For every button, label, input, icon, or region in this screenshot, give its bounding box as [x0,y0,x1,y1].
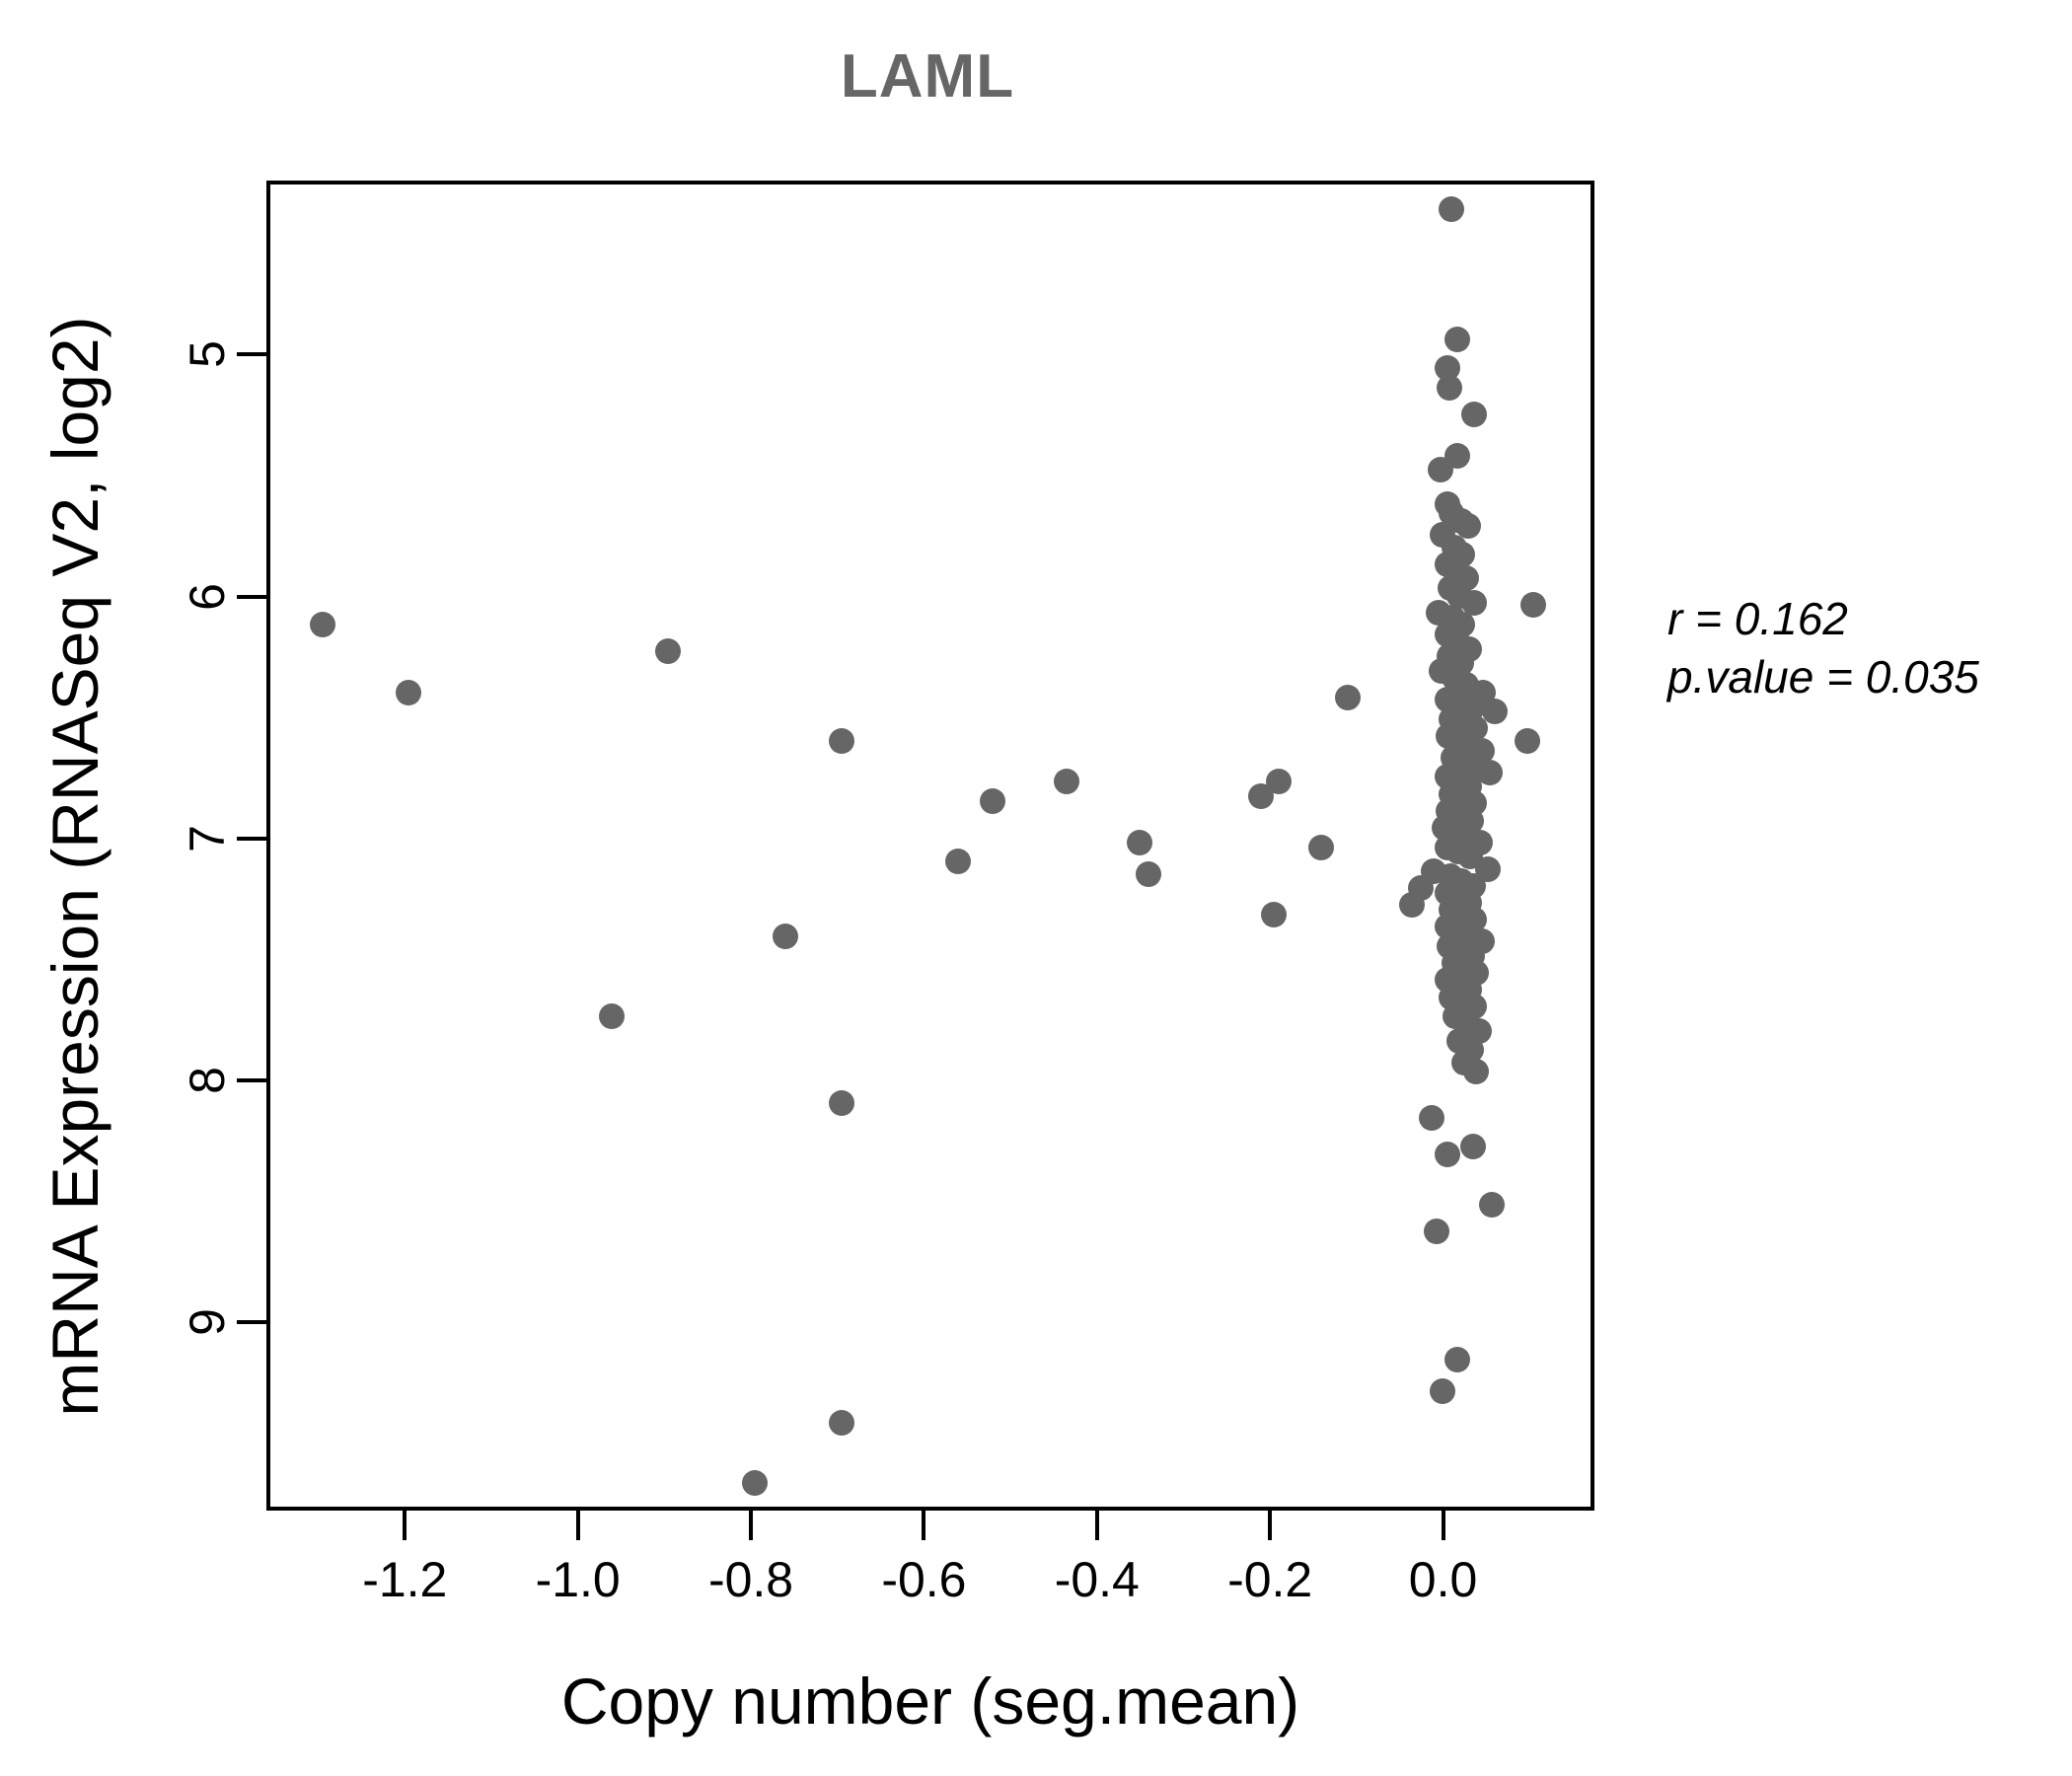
data-point [1053,769,1079,795]
data-point [828,1090,854,1117]
data-point [945,849,972,875]
data-point [980,787,1006,814]
data-point [1438,195,1464,222]
data-point [1454,512,1481,539]
data-point [742,1470,769,1497]
data-point [1265,769,1292,795]
data-point [1437,374,1463,401]
data-point [828,727,854,754]
data-point [599,1003,626,1030]
x-axis-tick-label: -1.2 [362,1552,448,1607]
y-axis-tick-label: 5 [180,340,235,369]
p-value: p.value = 0.035 [1667,650,1979,703]
x-axis-tick [1441,1511,1445,1540]
data-point [1136,860,1162,887]
data-point [1430,1378,1456,1404]
data-point [1434,1141,1460,1167]
plot-area [266,181,1594,1511]
data-point [1463,1059,1490,1085]
x-axis-tick-label: -0.2 [1227,1552,1313,1607]
y-axis-tick-label: 9 [180,1307,235,1336]
y-axis-tick [237,1077,266,1082]
x-axis-tick [575,1511,580,1540]
data-point [1481,699,1508,725]
data-point [1334,684,1361,710]
data-point [828,1409,854,1436]
data-point [1399,892,1426,919]
data-point [1460,401,1487,427]
y-axis-tick [237,352,266,357]
page-title: LAML [840,42,1015,111]
x-axis-tick-label: 0.0 [1408,1552,1478,1607]
data-point [1515,727,1541,754]
data-point [396,679,422,705]
y-axis-tick [237,836,266,841]
y-axis-label: mRNA Expression (RNASeq V2, log2) [38,316,111,1417]
x-axis-tick [922,1511,926,1540]
data-points-layer [270,185,1591,1507]
x-axis-tick [1268,1511,1273,1540]
data-point [655,638,682,665]
x-axis-tick [1094,1511,1099,1540]
x-axis-tick [403,1511,407,1540]
correlation-stats: r = 0.162 p.value = 0.035 [1667,590,1979,706]
data-point [1261,902,1288,928]
x-axis-tick-label: -0.4 [1054,1552,1140,1607]
data-point [1460,590,1487,616]
x-axis-label: Copy number (seg.mean) [560,1665,1300,1738]
data-point [1418,1105,1444,1132]
y-axis-label-wrapper: mRNA Expression (RNASeq V2, log2) [36,176,114,1557]
y-axis-tick-label: 7 [180,824,235,852]
data-point [1479,1192,1506,1219]
y-axis-tick [237,1319,266,1324]
data-point [1424,1219,1450,1245]
data-point [1127,829,1153,855]
y-axis-tick-label: 6 [180,582,235,611]
data-point [1520,592,1547,619]
x-axis-tick-label: -0.6 [881,1552,967,1607]
y-axis-tick-label: 8 [180,1066,235,1094]
data-point [1308,834,1335,860]
data-point [1444,1347,1471,1373]
data-point [1444,326,1471,352]
data-point [1459,1134,1486,1160]
x-axis-tick [749,1511,754,1540]
y-axis-tick [237,594,266,599]
data-point [1427,457,1453,483]
pearson-r-value: r = 0.162 [1667,593,1848,644]
x-axis-tick-label: -1.0 [535,1552,621,1607]
data-point [772,924,798,950]
x-axis-tick-label: -0.8 [707,1552,794,1607]
data-point [309,612,335,638]
